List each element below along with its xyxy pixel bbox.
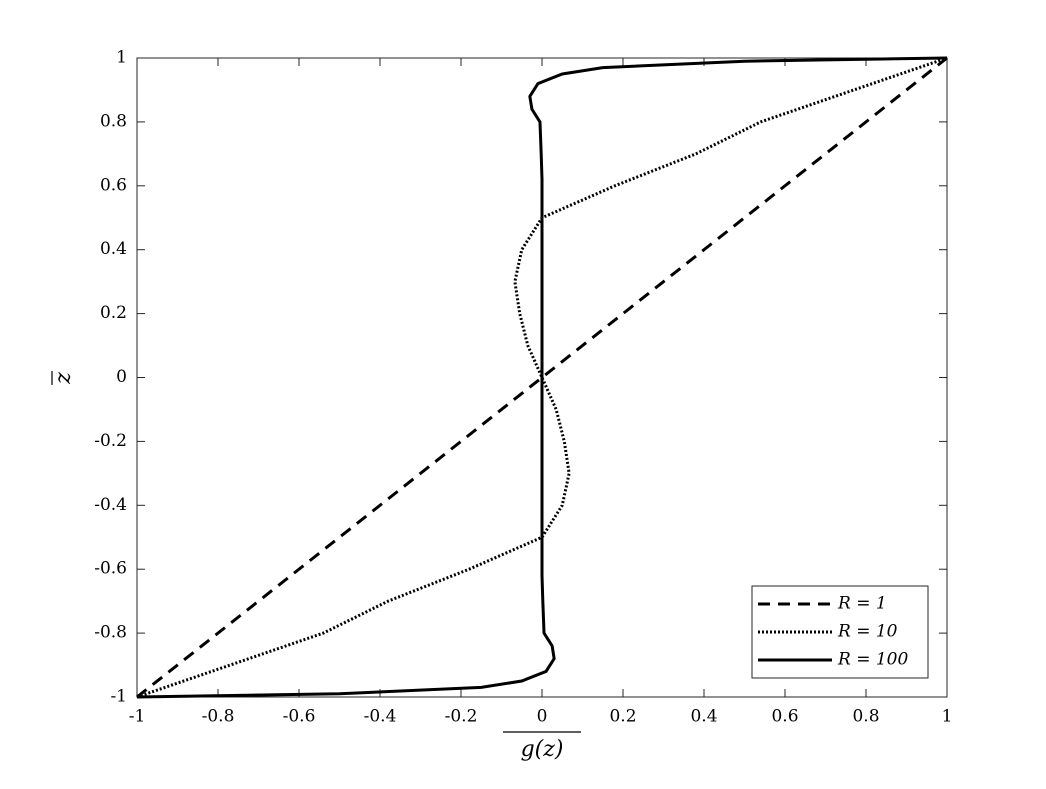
x-tick-label: 1 [942,707,953,727]
x-tick-label: 0.8 [852,707,879,727]
x-tick-label: -0.2 [445,707,478,727]
x-tick-label: -0.8 [202,707,235,727]
y-tick-label: 0.2 [100,303,127,323]
y-tick-label: -0.6 [94,559,127,579]
y-axis-label-group: z [51,371,76,385]
x-tick-label: 0.6 [771,707,798,727]
y-tick-label: 0.4 [100,239,127,259]
x-tick-label: -1 [129,707,146,727]
y-tick-label: -0.2 [94,431,127,451]
y-tick-label: -0.8 [94,623,127,643]
legend-label: R = 100 [837,650,908,670]
x-axis-label: g(z) [521,737,564,762]
y-tick-label: 0.8 [100,111,127,131]
legend-label: R = 10 [837,622,898,642]
y-tick-label: -1 [110,687,127,707]
y-tick-label: 0.6 [100,175,127,195]
y-tick-label: 0 [116,367,127,387]
x-tick-label: -0.4 [364,707,397,727]
x-tick-label: 0 [537,707,548,727]
line [136,56,948,699]
line [136,56,948,699]
x-tick-label: -0.6 [283,707,316,727]
legend-label: R = 1 [837,594,887,614]
x-tick-label: 0.2 [609,707,636,727]
x-tick-label: 0.4 [690,707,717,727]
y-tick-label: -0.4 [94,495,127,515]
legend-box [751,585,929,679]
y-axis-label: z [51,372,76,385]
y-tick-label: 1 [116,48,127,68]
